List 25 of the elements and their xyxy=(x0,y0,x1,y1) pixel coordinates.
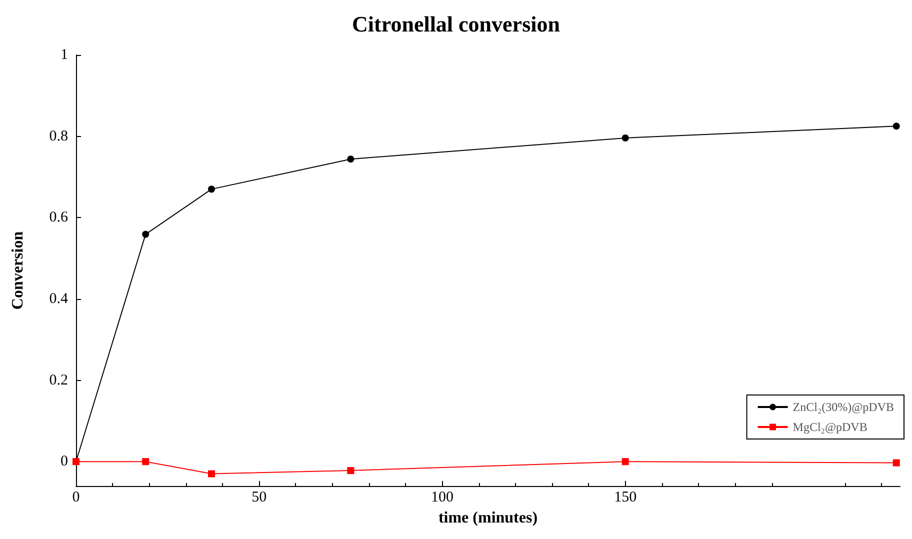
point xyxy=(892,459,900,466)
chart-title: Citronellal conversion xyxy=(352,12,560,36)
point xyxy=(347,467,354,474)
point xyxy=(622,134,629,142)
x-tick-label: 0 xyxy=(72,490,80,506)
y-tick-label: 0.8 xyxy=(49,128,68,144)
y-tick-label: 0 xyxy=(60,454,68,470)
point xyxy=(622,458,629,466)
point xyxy=(208,470,215,478)
point xyxy=(208,186,215,193)
x-axis-title: time (minutes) xyxy=(438,509,538,526)
point xyxy=(142,230,150,238)
x-tick-label: 50 xyxy=(252,490,267,506)
point xyxy=(142,458,150,466)
legend-label: ZnCl₂(30%)@pDVB xyxy=(792,400,894,414)
y-tick-label: 1 xyxy=(60,47,68,63)
x-tick-label: 150 xyxy=(614,490,637,506)
y-tick-label: 0.4 xyxy=(49,290,68,307)
y-axis-title: Conversion xyxy=(10,231,26,310)
y-tick-label: 0.6 xyxy=(49,210,68,226)
legend-label: MgCl₂@pDVB xyxy=(792,420,868,434)
x-tick-label: 100 xyxy=(430,490,454,506)
point xyxy=(347,156,354,163)
y-tick-label: 0.2 xyxy=(49,372,68,388)
point xyxy=(892,122,900,130)
